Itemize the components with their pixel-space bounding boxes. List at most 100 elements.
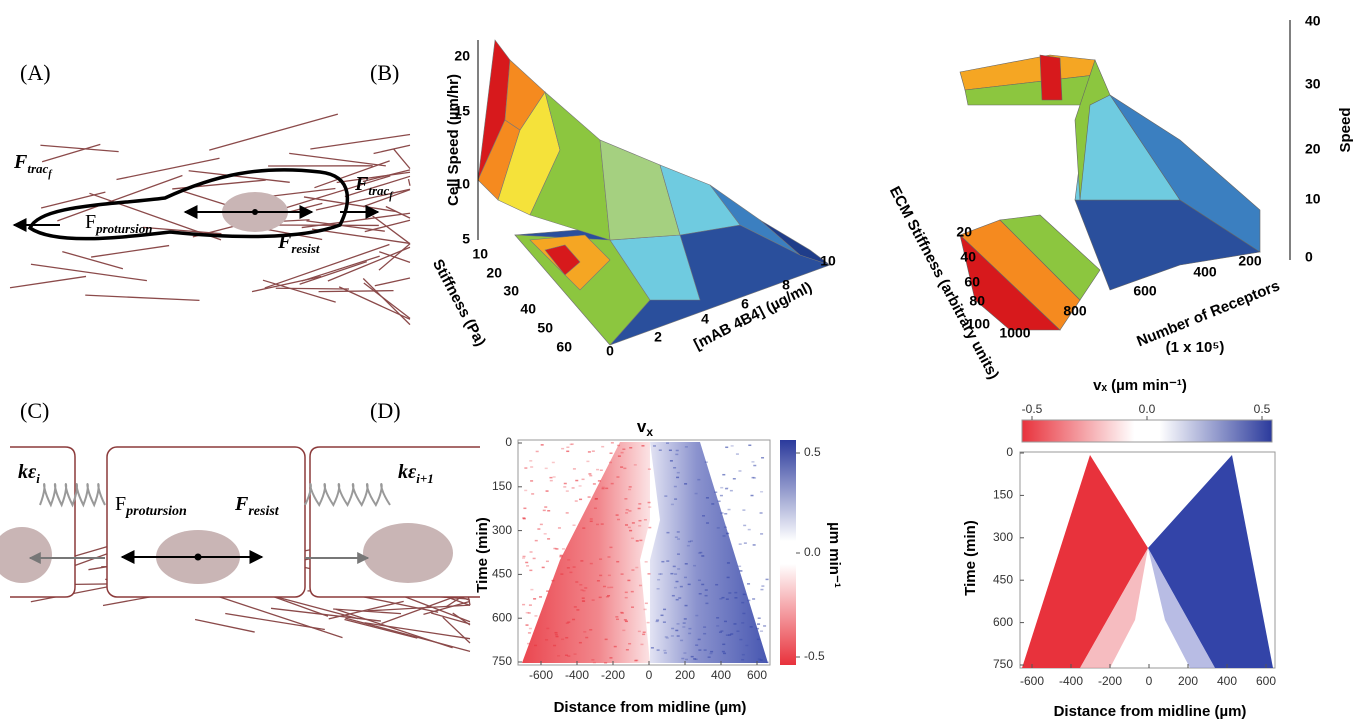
heatmap-noise — [592, 599, 595, 601]
tick-label: 0 — [1006, 445, 1013, 459]
heatmap-noise — [669, 450, 672, 452]
heatmap-noise — [666, 532, 669, 534]
tick-label: 40 — [1305, 13, 1321, 29]
heatmap-noise — [728, 509, 731, 511]
heatmap-noise — [671, 635, 674, 637]
heatmap-noise — [590, 518, 593, 520]
heatmap-noise — [607, 595, 610, 597]
heatmap-noise — [609, 547, 612, 549]
heatmap-noise — [571, 443, 574, 445]
heatmap-noise — [705, 461, 708, 463]
heatmap-noise — [670, 573, 673, 575]
tick-label: 5 — [462, 231, 470, 247]
heatmap-noise — [547, 510, 550, 512]
tick-label: 750 — [492, 654, 512, 668]
heatmap-noise — [741, 622, 744, 624]
heatmap-noise — [710, 651, 713, 653]
tick-label: 600 — [993, 615, 1013, 629]
heatmap-noise — [584, 587, 587, 589]
heatmap-noise — [563, 486, 566, 488]
heatmap-noise — [627, 580, 630, 582]
heatmap-noise — [685, 563, 688, 565]
heatmap-noise — [699, 593, 702, 595]
heatmap-noise — [766, 579, 769, 581]
heatmap-noise — [547, 538, 550, 540]
heatmap-noise — [728, 634, 731, 636]
heatmap-noise — [567, 567, 570, 569]
heatmap-noise — [625, 621, 628, 623]
heatmap-noise — [595, 498, 598, 500]
heatmap-noise — [723, 535, 726, 537]
heatmap-noise — [623, 468, 626, 470]
heatmap-noise — [564, 483, 567, 485]
heatmap-noise — [616, 476, 619, 478]
heatmap-noise — [560, 573, 563, 575]
heatmap-noise — [688, 541, 691, 543]
heatmap-noise — [573, 468, 576, 470]
heatmap-noise — [661, 561, 664, 563]
tick-label: 600 — [1256, 674, 1276, 688]
heatmap-noise — [647, 573, 650, 575]
heatmap-noise — [529, 628, 532, 630]
heatmap-noise — [666, 442, 669, 444]
tick-label: 0 — [1146, 674, 1153, 688]
heatmap-noise — [529, 570, 532, 572]
heatmap-noise — [688, 584, 691, 586]
tick-label: 150 — [993, 488, 1013, 502]
heatmap-noise — [590, 521, 593, 523]
heatmap-noise — [616, 561, 619, 563]
heatmap-noise — [596, 469, 599, 471]
heatmap-noise — [638, 508, 641, 510]
tick-label: 20 — [956, 224, 972, 240]
heatmap-noise — [702, 515, 705, 517]
heatmap-noise — [709, 653, 712, 655]
heatmap-noise — [626, 509, 629, 511]
heatmap-noise — [553, 645, 556, 647]
heatmap-noise — [557, 655, 560, 657]
heatmap-noise — [743, 594, 746, 596]
heatmap-noise — [659, 449, 662, 451]
heatmap-noise — [752, 477, 755, 479]
heatmap-noise — [673, 467, 676, 469]
heatmap-noise — [569, 572, 572, 574]
fiber — [375, 278, 410, 286]
heatmap-noise — [572, 619, 575, 621]
heatmap-noise — [666, 560, 669, 562]
heatmap-noise — [559, 556, 562, 558]
heatmap-noise — [575, 480, 578, 482]
heatmap-noise — [522, 557, 525, 559]
heatmap-noise — [533, 558, 536, 560]
heatmap-noise — [588, 473, 591, 475]
heatmap-noise — [644, 519, 647, 521]
heatmap-noise — [752, 598, 755, 600]
heatmap-noise — [738, 470, 741, 472]
heatmap-noise — [758, 617, 761, 619]
heatmap-noise — [701, 584, 704, 586]
heatmap-noise — [561, 639, 564, 641]
tick-label: 20 — [1305, 141, 1321, 157]
heatmap-noise — [742, 654, 745, 656]
axis-label: Speed — [1337, 107, 1354, 152]
heatmap-noise — [681, 658, 684, 660]
heatmap-noise — [582, 601, 585, 603]
heatmap-noise — [730, 490, 733, 492]
heatmap-noise — [527, 643, 530, 645]
colorbar-label: µm min⁻¹ — [826, 522, 843, 588]
heatmap-noise — [589, 475, 592, 477]
heatmap-noise — [675, 536, 678, 538]
heatmap-noise — [722, 651, 725, 653]
heatmap-noise — [579, 485, 582, 487]
heatmap-noise — [555, 548, 558, 550]
heatmap-noise — [526, 612, 529, 614]
heatmap-noise — [660, 615, 663, 617]
heatmap-noise — [671, 504, 674, 506]
heatmap-noise — [624, 619, 627, 621]
heatmap-noise — [566, 451, 569, 453]
heatmap-noise — [688, 633, 691, 635]
heatmap-noise — [522, 604, 525, 606]
heatmap-noise — [634, 660, 637, 662]
heatmap-noise — [580, 560, 583, 562]
fiber — [195, 619, 255, 632]
tick-label: 0 — [505, 435, 512, 449]
heatmap-noise — [600, 470, 603, 472]
